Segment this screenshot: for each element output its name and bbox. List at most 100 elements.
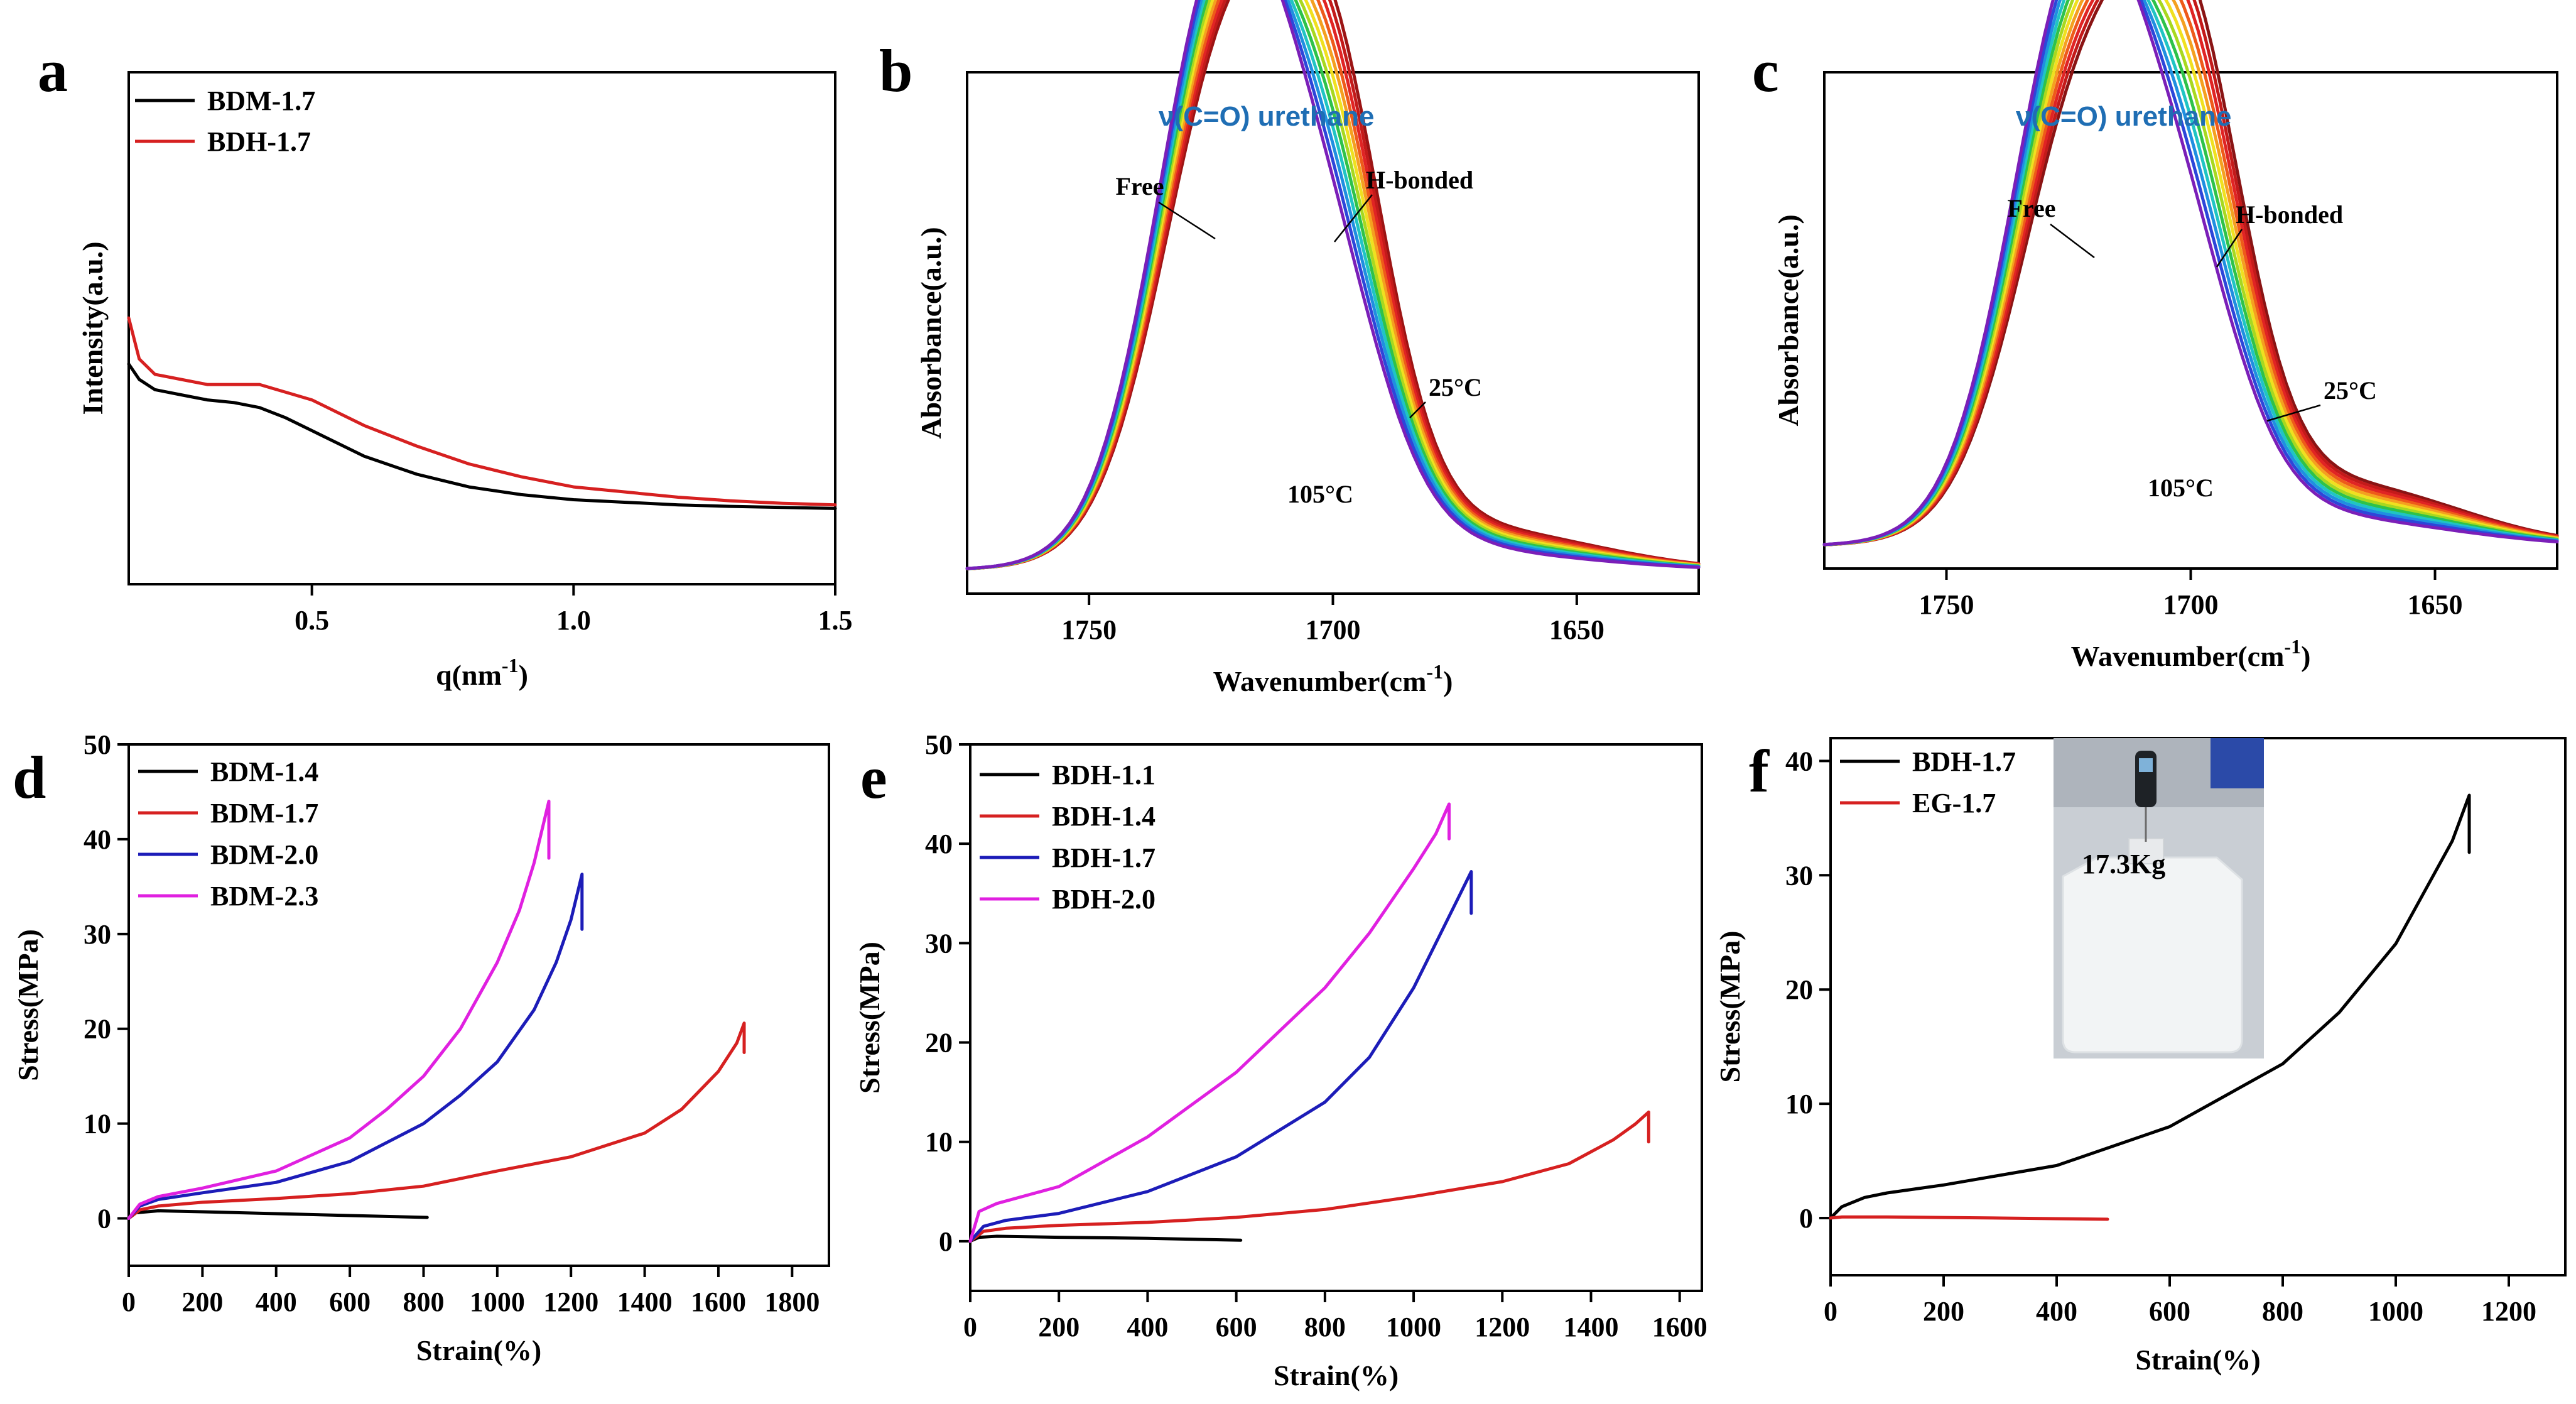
x-tick-label: 400 [256,1287,297,1317]
x-tick-label: 1400 [617,1287,673,1317]
x-tick-label: 1750 [1061,614,1117,645]
y-tick-label: 30 [84,919,111,950]
x-tick-label: 600 [2149,1296,2190,1327]
spectrum-c [1822,0,2559,547]
y-tick-label: 0 [939,1226,953,1257]
x-tick-label: 1200 [1475,1312,1530,1342]
x-tick-label: 1200 [2481,1296,2536,1327]
x-tick-label: 1400 [1563,1312,1618,1342]
x-tick-label: 1000 [2368,1296,2423,1327]
x-axis-label-end: ) [519,659,528,691]
legend-label: BDH-1.4 [1052,801,1155,832]
spectrum-c [1822,0,2559,547]
y-axis-label: Absorbance(a.u.) [915,227,947,438]
leader-h-bonded [2216,229,2243,268]
series-BDM-2.0 [127,873,584,1220]
y-tick-label: 50 [84,729,111,760]
x-tick-label: 400 [2036,1296,2077,1327]
series-BDM-1.7 [127,362,837,510]
y-tick-label: 20 [925,1028,953,1058]
x-tick-label: 1750 [1919,589,1974,620]
band-assignment: ν(C=O) urethane [1159,101,1375,132]
x-tick-label: 1700 [2163,589,2219,620]
plot-frame [127,743,830,1267]
y-tick-label: 30 [1785,860,1813,891]
x-axis-label-main: Strain(%) [416,1334,541,1366]
annotation-free: Free [1116,172,1164,200]
x-tick-label: 1650 [1549,614,1605,645]
x-axis-label-sup: -1 [2284,635,2301,658]
legend-label: BDM-1.7 [210,798,318,829]
x-axis-label-main: Wavenumber(cm [2071,640,2285,672]
panel-b: b 1750 1700 1650 Wavenumber(cm-1) Absorbance(… [879,0,1701,697]
x-tick-label: 1600 [691,1287,746,1317]
legend-label: BDH-1.7 [1052,842,1155,873]
panel-e: e 0 200 400 600 800 1000 1200 1400 1600 0 10 20 30 40 5… [853,729,1707,1391]
leader-temperature [2266,404,2321,422]
series-BDH-1.7 [127,316,837,507]
x-axis-label-sup: -1 [502,654,519,677]
series-BDH-1.7 [1829,793,2471,1220]
series-BDH-1.1 [968,1234,1243,1243]
x-tick-label: 800 [403,1287,444,1317]
x-axis-label-main: Wavenumber(cm [1213,665,1427,697]
x-axis-label-main: Strain(%) [1274,1359,1399,1391]
x-axis-label: Strain(%) [2135,1344,2260,1376]
leader-free [2050,224,2095,258]
series-BDM-1.4 [127,1209,429,1220]
x-tick-label: 1700 [1306,614,1361,645]
panel-label: b [879,37,912,104]
inset-photo: 17.3Kg [2054,738,2264,1058]
annotation-h-bonded: H-bonded [2236,200,2343,229]
annotation-free: Free [2008,194,2056,222]
x-tick-label: 0 [122,1287,136,1317]
panel-label: f [1749,737,1770,805]
x-tick-label: 1.5 [818,605,853,636]
legend-label: BDM-2.0 [210,839,318,870]
plot-frame [969,743,1703,1292]
x-tick-label: 1200 [543,1287,598,1317]
legend-label: BDH-1.7 [207,126,311,157]
y-axis-label: Stress(MPa) [853,942,885,1094]
panel-label: c [1752,37,1779,104]
scale-display [2139,758,2153,772]
x-tick-label: 1000 [1386,1312,1441,1342]
x-tick-label: 200 [181,1287,223,1317]
leader-h-bonded [1334,194,1373,242]
legend-label: BDH-1.1 [1052,759,1155,790]
y-tick-label: 10 [84,1109,111,1140]
x-tick-label: 0 [1824,1296,1837,1327]
x-tick-label: 0 [963,1312,977,1342]
legend-label: BDH-2.0 [1052,884,1155,915]
jerry-can [2062,856,2243,1053]
y-axis-label: Intensity(a.u.) [77,241,109,415]
y-tick-label: 10 [925,1127,953,1158]
y-tick-label: 10 [1785,1089,1813,1119]
glove [2211,738,2264,788]
x-tick-label: 1650 [2408,589,2463,620]
y-tick-label: 0 [97,1204,111,1234]
x-tick-label: 200 [1923,1296,1964,1327]
y-tick-label: 30 [925,928,953,959]
spectrum-b [965,0,1701,570]
annotation-h-bonded: H-bonded [1366,166,1473,194]
x-axis-label-end: ) [2301,640,2310,672]
x-axis-label: Strain(%) [416,1334,541,1366]
y-tick-label: 40 [1785,746,1813,776]
x-tick-label: 800 [1304,1312,1346,1342]
y-tick-label: 50 [925,729,953,760]
legend-label: BDM-2.3 [210,881,318,912]
y-tick-label: 0 [1799,1203,1813,1234]
inset-weight-label: 17.3Kg [2082,849,2165,879]
panel-a: a 0.5 1.0 1.5 q(nm-1) Intensity(a.u.) BDM-1.7 B… [38,37,853,691]
x-axis-label-main: q(nm [436,659,502,691]
x-axis-label-end: ) [1443,665,1453,697]
y-tick-label: 20 [1785,974,1813,1005]
x-tick-label: 1600 [1652,1312,1707,1342]
legend-label: BDM-1.7 [207,85,315,116]
panel-label: a [38,37,68,104]
x-axis-label: Wavenumber(cm-1) [1213,660,1453,697]
x-tick-label: 1.0 [556,605,591,636]
x-tick-label: 0.5 [295,605,329,636]
